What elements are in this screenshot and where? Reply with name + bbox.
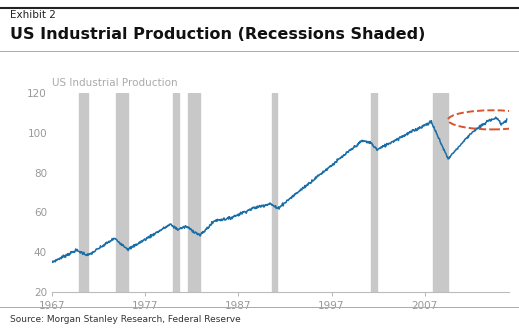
Bar <box>371 93 377 292</box>
Text: Source: Morgan Stanley Research, Federal Reserve: Source: Morgan Stanley Research, Federal… <box>10 315 241 324</box>
Bar <box>116 93 128 292</box>
Bar <box>79 93 88 292</box>
Text: US Industrial Production: US Industrial Production <box>52 78 177 88</box>
Bar <box>188 93 200 292</box>
Text: US Industrial Production (Recessions Shaded): US Industrial Production (Recessions Sha… <box>10 27 426 42</box>
Bar <box>433 93 448 292</box>
Bar <box>173 93 179 292</box>
Bar <box>272 93 278 292</box>
Text: Exhibit 2: Exhibit 2 <box>10 10 56 20</box>
